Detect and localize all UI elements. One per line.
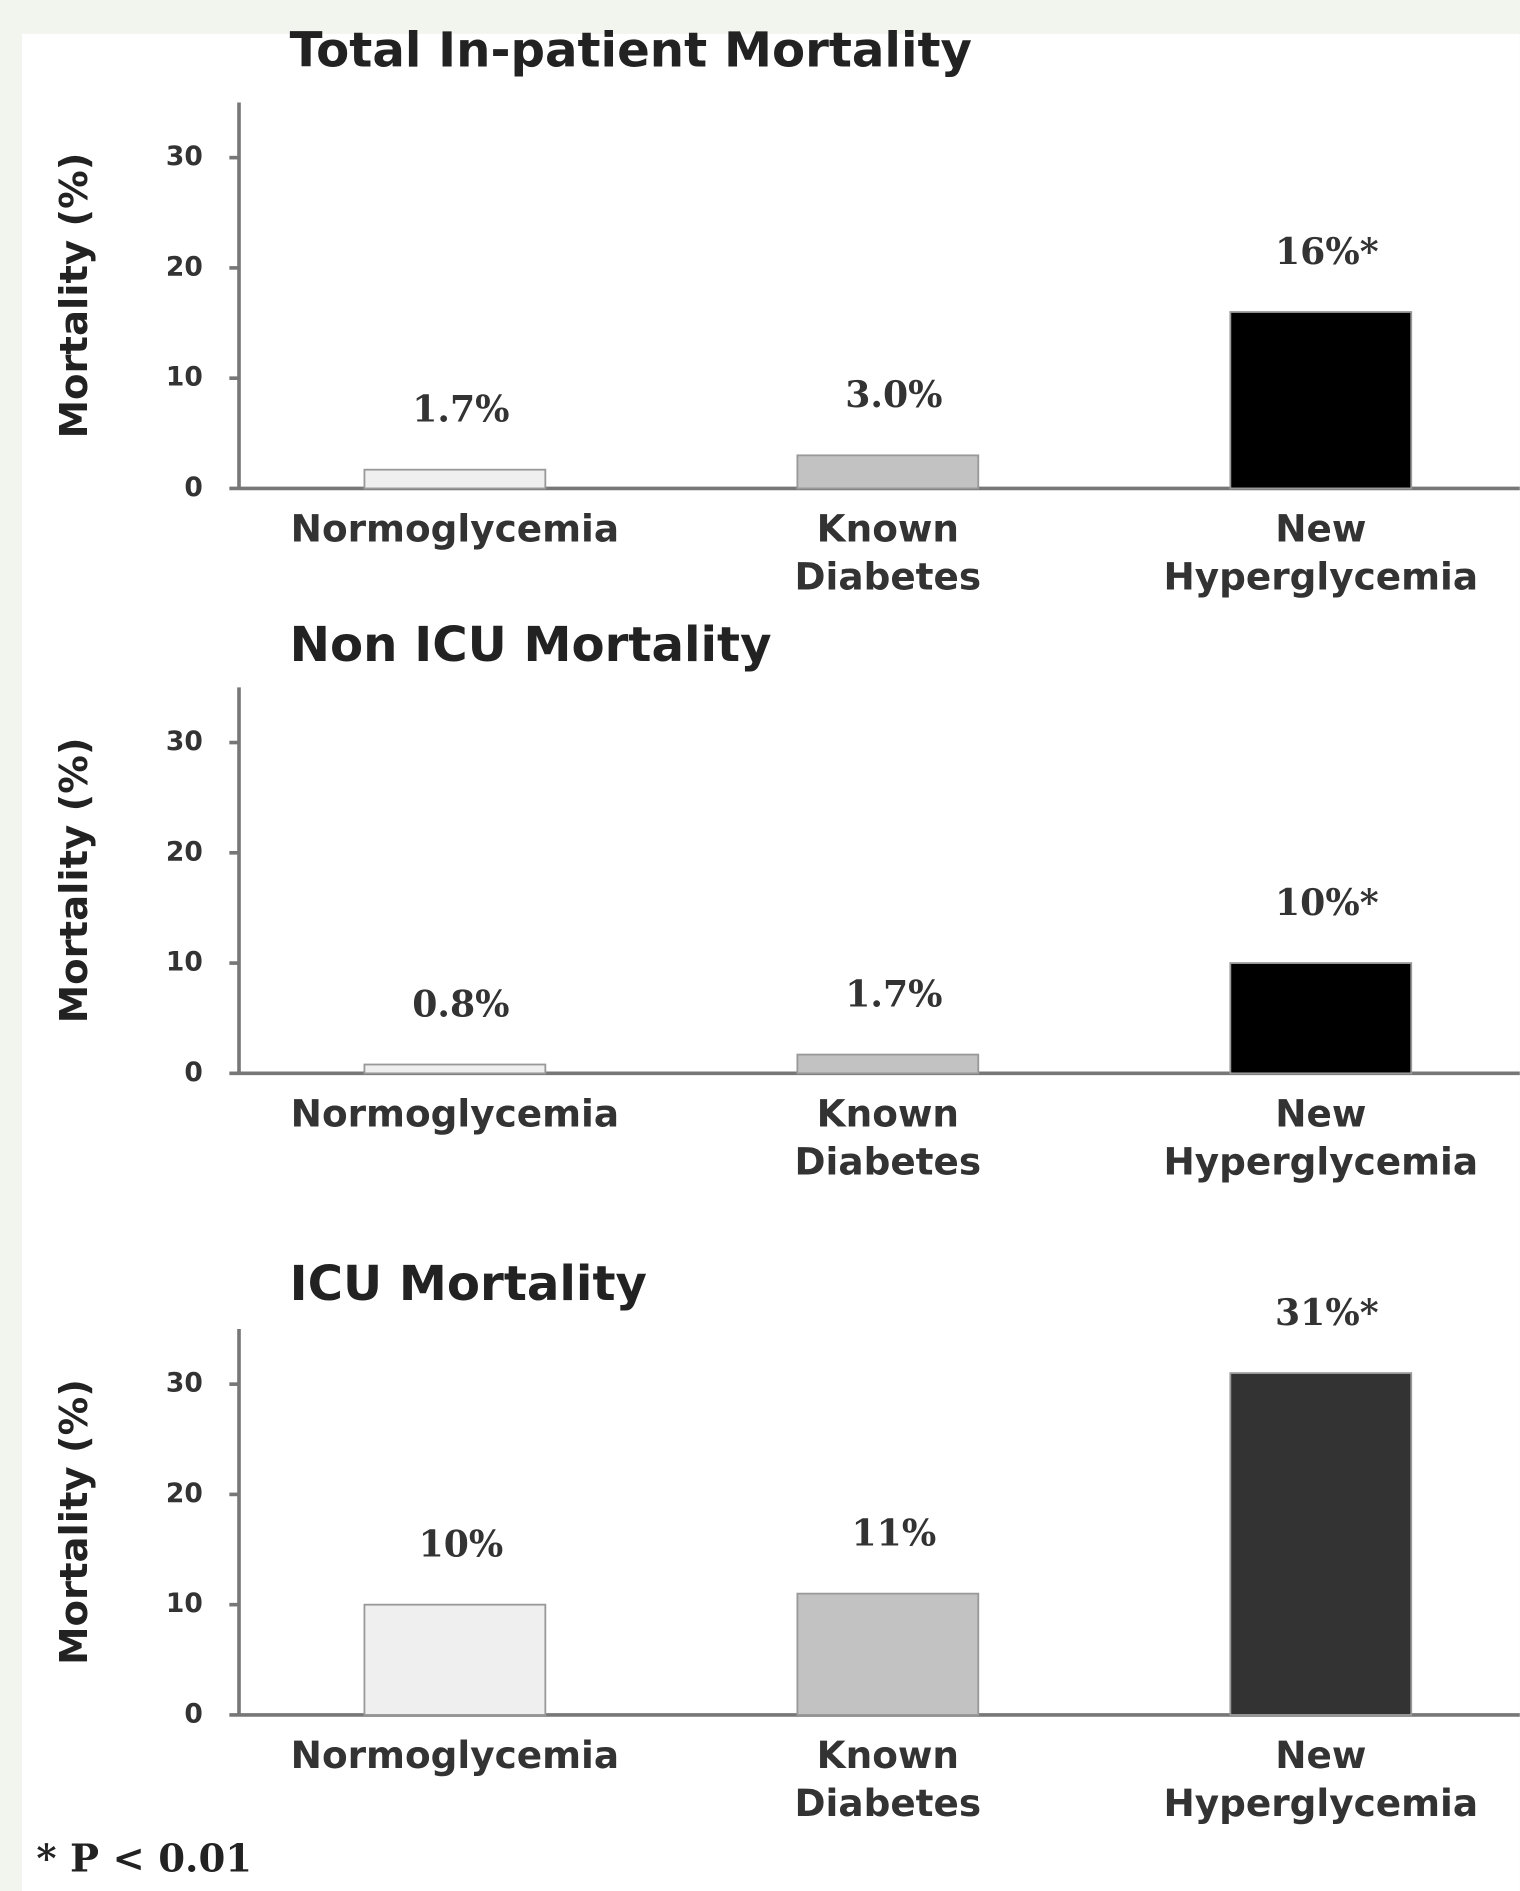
y-axis-label: Mortality (%) [52, 153, 97, 439]
y-tick-label: 30 [166, 726, 203, 757]
y-tick-label: 10 [166, 1588, 203, 1619]
value-label: 11% [852, 1511, 937, 1554]
y-tick-label: 10 [166, 362, 203, 393]
x-tick-label: Known [817, 506, 959, 550]
chart-title: Total In-patient Mortality [290, 22, 972, 78]
value-label: 10% [419, 1522, 504, 1565]
footnote: * P < 0.01 [36, 1837, 252, 1882]
value-label: 3.0% [845, 373, 942, 416]
value-label: 31%* [1275, 1291, 1379, 1334]
x-tick-label: Known [817, 1733, 959, 1777]
value-label: 1.7% [412, 387, 509, 430]
bar [363, 468, 547, 490]
y-tick-label: 20 [166, 836, 203, 867]
y-axis-label: Mortality (%) [52, 737, 97, 1023]
y-tick-label: 20 [166, 251, 203, 282]
y-axis-label: Mortality (%) [52, 1379, 97, 1665]
x-tick-label: Normoglycemia [291, 506, 619, 550]
y-tick-label: 0 [184, 1057, 202, 1088]
y-tick-label: 10 [166, 947, 203, 978]
x-tick-label: Diabetes [795, 1781, 982, 1825]
bar [796, 1592, 980, 1716]
value-label: 1.7% [845, 972, 942, 1015]
x-tick-label: Diabetes [795, 1140, 982, 1184]
bar [1229, 962, 1413, 1075]
y-tick-label: 30 [166, 1368, 203, 1399]
x-tick-label: Known [817, 1091, 959, 1135]
value-label: 0.8% [412, 982, 509, 1025]
x-tick-label: Normoglycemia [291, 1091, 619, 1135]
bar [796, 454, 980, 490]
bar [363, 1063, 547, 1075]
x-tick-label: Normoglycemia [291, 1733, 619, 1777]
x-tick-label: Hyperglycemia [1163, 1781, 1478, 1825]
y-tick-label: 0 [184, 1698, 202, 1729]
y-tick-label: 0 [184, 472, 202, 503]
chart-title: Non ICU Mortality [290, 617, 772, 673]
value-label: 10%* [1275, 881, 1379, 924]
bar [796, 1053, 980, 1075]
y-tick-label: 30 [166, 141, 203, 172]
chart-title: ICU Mortality [290, 1256, 647, 1312]
x-tick-label: New [1275, 1733, 1366, 1777]
x-tick-label: New [1275, 1091, 1366, 1135]
x-tick-label: Diabetes [795, 555, 982, 599]
value-label: 16%* [1275, 230, 1379, 273]
bar [363, 1603, 547, 1716]
x-tick-label: Hyperglycemia [1163, 555, 1478, 599]
bar [1229, 1372, 1413, 1716]
y-tick-label: 20 [166, 1478, 203, 1509]
x-tick-label: Hyperglycemia [1163, 1140, 1478, 1184]
x-tick-label: New [1275, 506, 1366, 550]
bar [1229, 311, 1413, 490]
